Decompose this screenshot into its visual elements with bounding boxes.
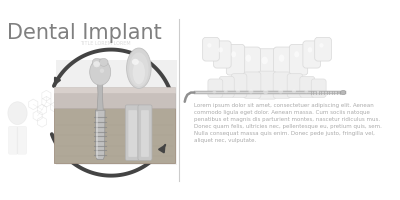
- Ellipse shape: [278, 89, 283, 94]
- Text: Lorem ipsum dolor sit amet, consectetuer adipiscing elit. Aenean
commodo ligula : Lorem ipsum dolor sit amet, consectetuer…: [194, 103, 382, 143]
- Ellipse shape: [294, 51, 299, 57]
- FancyBboxPatch shape: [256, 49, 278, 86]
- Bar: [54, 93, 175, 108]
- Ellipse shape: [90, 59, 111, 85]
- Ellipse shape: [262, 57, 268, 64]
- FancyBboxPatch shape: [219, 76, 234, 97]
- FancyBboxPatch shape: [303, 41, 320, 68]
- Ellipse shape: [292, 89, 296, 93]
- Polygon shape: [95, 110, 105, 160]
- Bar: [194, 92, 337, 93]
- FancyBboxPatch shape: [231, 74, 247, 97]
- Ellipse shape: [308, 47, 312, 52]
- Ellipse shape: [218, 47, 223, 52]
- Ellipse shape: [236, 89, 240, 93]
- Polygon shape: [97, 84, 103, 110]
- FancyBboxPatch shape: [226, 44, 245, 75]
- Ellipse shape: [263, 90, 268, 94]
- Ellipse shape: [126, 48, 151, 88]
- Ellipse shape: [279, 55, 284, 62]
- Ellipse shape: [132, 59, 139, 65]
- FancyBboxPatch shape: [289, 44, 308, 75]
- FancyBboxPatch shape: [138, 105, 152, 160]
- FancyBboxPatch shape: [274, 47, 294, 82]
- FancyBboxPatch shape: [141, 110, 149, 157]
- Ellipse shape: [248, 89, 253, 94]
- Ellipse shape: [99, 58, 108, 66]
- FancyBboxPatch shape: [240, 47, 260, 82]
- FancyBboxPatch shape: [258, 71, 276, 99]
- FancyBboxPatch shape: [8, 126, 18, 154]
- FancyBboxPatch shape: [315, 37, 331, 61]
- Bar: [54, 108, 175, 163]
- Text: TITLE LOREM LOREM: TITLE LOREM LOREM: [80, 41, 130, 46]
- FancyBboxPatch shape: [214, 41, 231, 68]
- FancyBboxPatch shape: [125, 105, 140, 160]
- Bar: [96, 112, 98, 158]
- FancyBboxPatch shape: [128, 110, 137, 157]
- Text: Dental Implant: Dental Implant: [7, 23, 162, 43]
- Bar: [54, 87, 175, 93]
- Ellipse shape: [92, 58, 101, 66]
- Ellipse shape: [304, 90, 308, 93]
- Ellipse shape: [340, 90, 346, 95]
- Ellipse shape: [129, 53, 148, 87]
- Ellipse shape: [224, 90, 228, 93]
- Ellipse shape: [319, 43, 324, 48]
- Bar: [194, 91, 346, 94]
- FancyBboxPatch shape: [208, 79, 223, 97]
- FancyBboxPatch shape: [287, 74, 303, 97]
- Bar: [56, 60, 177, 165]
- Ellipse shape: [212, 91, 216, 93]
- Ellipse shape: [231, 51, 236, 57]
- Ellipse shape: [207, 43, 212, 48]
- Ellipse shape: [8, 102, 27, 125]
- Ellipse shape: [133, 61, 145, 84]
- FancyBboxPatch shape: [273, 72, 291, 98]
- FancyBboxPatch shape: [243, 72, 261, 98]
- Ellipse shape: [316, 91, 320, 93]
- FancyBboxPatch shape: [311, 79, 326, 97]
- Ellipse shape: [100, 69, 104, 73]
- FancyBboxPatch shape: [300, 76, 315, 97]
- FancyBboxPatch shape: [17, 126, 27, 154]
- Ellipse shape: [93, 61, 100, 67]
- FancyBboxPatch shape: [203, 37, 219, 61]
- Ellipse shape: [246, 55, 251, 62]
